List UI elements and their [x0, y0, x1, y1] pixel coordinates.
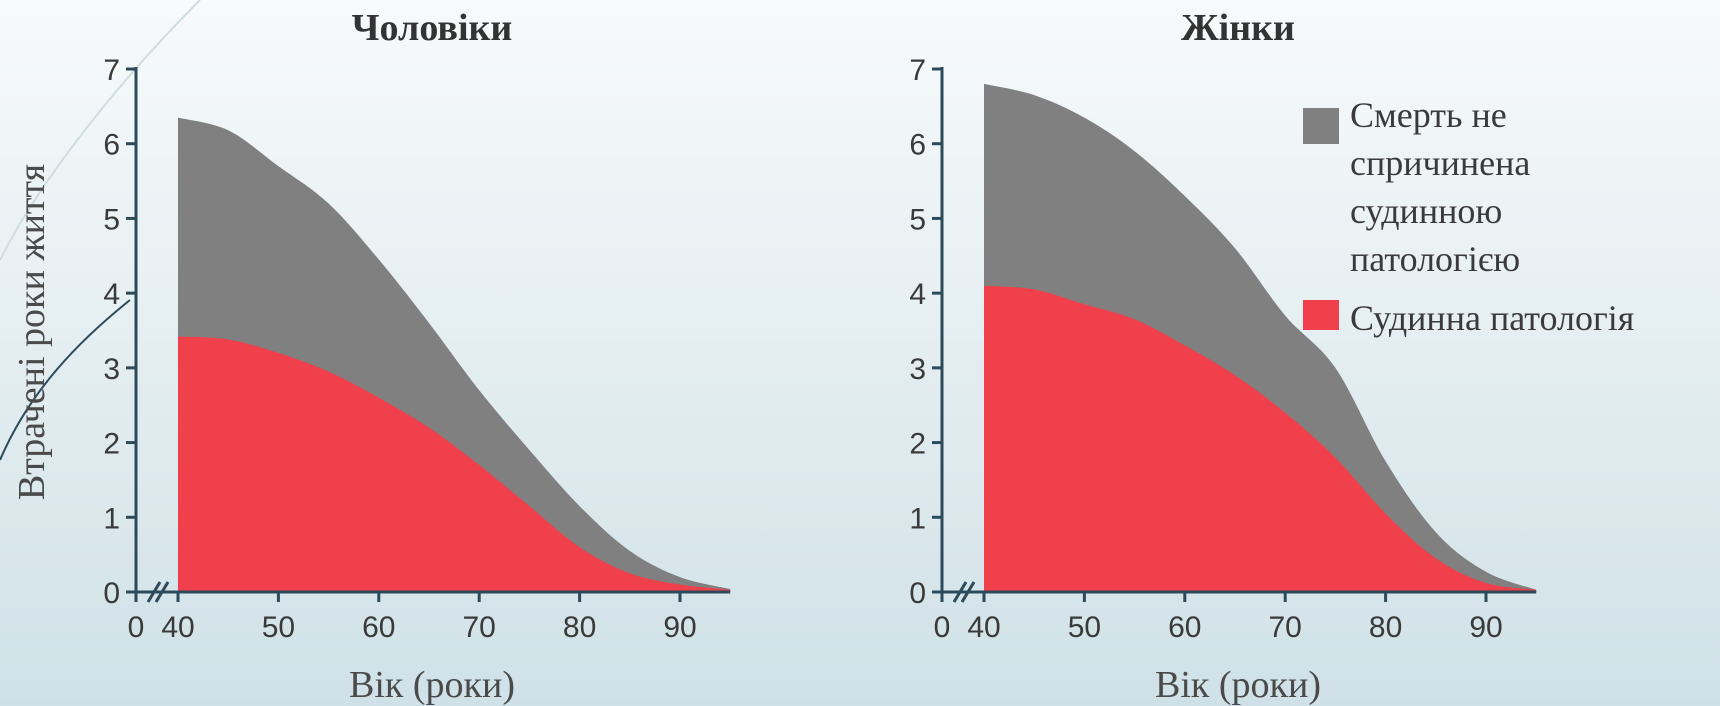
- x-tick-label: 90: [1469, 611, 1502, 644]
- y-tick-label: 2: [103, 428, 120, 461]
- chart-title: Чоловіки: [352, 7, 513, 49]
- y-tick-label: 0: [909, 577, 926, 610]
- x-tick-label: 50: [1068, 611, 1101, 644]
- legend-swatch-vascular: [1303, 300, 1339, 330]
- area-series-vascular: [984, 285, 1537, 592]
- x-tick-label: 80: [1369, 611, 1402, 644]
- y-tick-label: 1: [103, 502, 120, 535]
- axis-break-mark: [154, 581, 170, 603]
- axis-break-mark: [960, 581, 976, 603]
- x-tick-label: 0: [128, 611, 145, 644]
- x-tick-label: 70: [463, 611, 496, 644]
- y-tick-label: 4: [103, 278, 120, 311]
- area-series-vascular: [178, 336, 731, 592]
- x-tick-label: 50: [262, 611, 295, 644]
- y-tick-label: 2: [909, 428, 926, 461]
- x-tick-label: 60: [1168, 611, 1201, 644]
- x-axis-label: Вік (роки): [349, 664, 515, 706]
- y-tick-label: 5: [103, 203, 120, 236]
- legend-swatch-nonvascular: [1303, 108, 1339, 144]
- y-tick-label: 7: [103, 54, 120, 87]
- axis-break-mark: [146, 581, 162, 603]
- axis-break-mark: [952, 581, 968, 603]
- chart-title: Жінки: [1181, 7, 1295, 49]
- legend-label-nonvascular: Смерть не спричинена судинною патологією: [1350, 95, 1539, 279]
- y-tick-label: 6: [103, 129, 120, 162]
- plot-area: [178, 117, 731, 592]
- y-tick-label: 3: [909, 353, 926, 386]
- x-tick-label: 0: [934, 611, 951, 644]
- x-tick-label: 60: [362, 611, 395, 644]
- x-tick-label: 90: [663, 611, 696, 644]
- x-axis-label: Вік (роки): [1155, 664, 1321, 706]
- y-tick-label: 0: [103, 577, 120, 610]
- x-tick-label: 70: [1269, 611, 1302, 644]
- y-tick-label: 5: [909, 203, 926, 236]
- plot-area: [984, 83, 1537, 593]
- y-tick-label: 3: [103, 353, 120, 386]
- y-tick-label: 7: [909, 54, 926, 87]
- x-tick-label: 40: [967, 611, 1000, 644]
- x-tick-label: 80: [563, 611, 596, 644]
- y-tick-label: 6: [909, 129, 926, 162]
- y-tick-label: 4: [909, 278, 926, 311]
- x-tick-label: 40: [161, 611, 194, 644]
- y-axis-label: Втрачені роки життя: [11, 164, 53, 500]
- legend-label-vascular: Судинна патологія: [1350, 298, 1634, 338]
- y-tick-label: 1: [909, 502, 926, 535]
- legend: Смерть не спричинена судинною патологією…: [1303, 95, 1634, 338]
- decorative-swoosh: [0, 0, 201, 461]
